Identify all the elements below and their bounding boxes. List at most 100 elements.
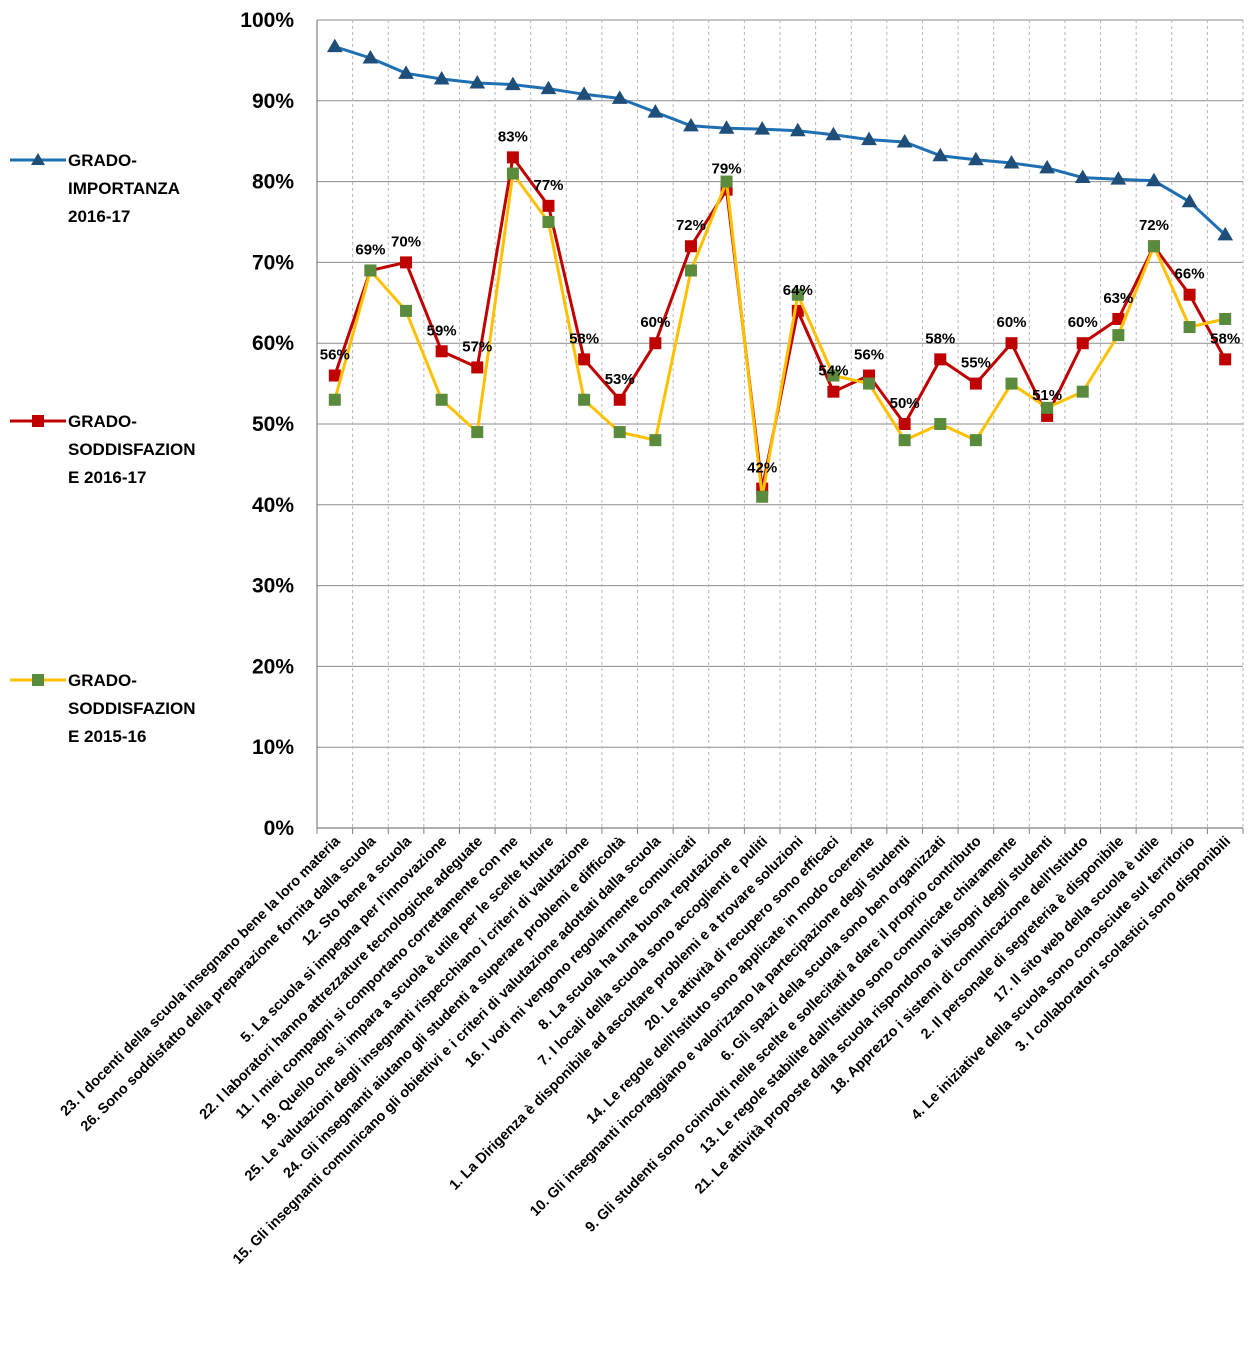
data-point	[328, 393, 341, 406]
data-point	[471, 426, 484, 439]
y-tick-label: 50%	[252, 413, 294, 436]
data-point	[326, 38, 343, 53]
data-point	[398, 65, 414, 79]
data-point	[1041, 401, 1054, 414]
data-label: 60%	[1068, 314, 1098, 331]
data-point	[718, 120, 735, 134]
data-point	[969, 377, 982, 390]
data-point	[934, 418, 947, 430]
data-point	[1147, 240, 1160, 253]
data-point	[576, 86, 592, 100]
legend-label: SODDISFAZION	[68, 440, 196, 459]
data-point	[1039, 159, 1055, 174]
data-label: 83%	[498, 128, 528, 145]
data-label: 70%	[391, 233, 421, 250]
data-point	[611, 90, 628, 104]
legend-label: GRADO-	[68, 671, 137, 690]
data-point	[506, 167, 519, 180]
data-point	[400, 256, 413, 269]
legend-label: 2016-17	[68, 207, 130, 226]
data-point	[896, 134, 913, 148]
data-label: 72%	[676, 217, 706, 234]
data-point	[469, 75, 486, 89]
data-point	[578, 393, 591, 406]
data-point	[968, 151, 984, 166]
y-tick-label: 100%	[240, 9, 294, 32]
data-point	[649, 337, 662, 350]
data-point	[1181, 193, 1198, 208]
data-label: 64%	[783, 282, 813, 299]
data-point	[1110, 171, 1127, 185]
data-point	[863, 377, 876, 390]
data-point	[827, 369, 840, 382]
data-label: 58%	[925, 330, 955, 347]
data-point	[1076, 337, 1089, 350]
data-point	[683, 117, 699, 132]
data-label: 56%	[320, 347, 350, 364]
data-point	[1005, 337, 1018, 350]
data-point	[613, 393, 626, 406]
data-point	[364, 264, 377, 277]
data-point	[540, 80, 557, 95]
data-label: 58%	[1210, 330, 1240, 347]
data-label: 77%	[533, 177, 563, 194]
series-group	[326, 38, 1234, 503]
legend-label: E 2015-16	[68, 727, 146, 746]
data-point	[435, 393, 448, 406]
data-label: 79%	[712, 161, 742, 178]
data-point	[613, 426, 626, 439]
data-point	[827, 385, 840, 398]
y-tick-labels: 0% 10% 20% 30% 40% 50% 60% 70% 80% 90% 100%	[240, 9, 294, 840]
data-label: 42%	[747, 460, 777, 477]
series-1	[326, 38, 1234, 241]
series-line	[334, 45, 1227, 236]
data-point	[362, 49, 379, 64]
data-point	[1146, 172, 1162, 187]
legend: GRADO- IMPORTANZA 2016-17 GRADO- SODDISFAZIO…	[10, 151, 196, 746]
legend-marker	[31, 153, 45, 165]
legend-label: E 2016-17	[68, 468, 146, 487]
y-tick-label: 10%	[252, 736, 294, 759]
data-point	[684, 240, 697, 253]
data-point	[754, 121, 771, 135]
legend-label: IMPORTANZA	[68, 179, 180, 198]
data-label: 60%	[640, 314, 670, 331]
data-labels: 56% 69% 70% 59% 57% 83% 77% 58% 53% 60% 72% 79% 42% 6…	[320, 128, 1240, 476]
data-label: 57%	[462, 338, 492, 355]
y-tick-label: 80%	[252, 171, 294, 194]
data-label: 72%	[1139, 217, 1169, 234]
data-point	[578, 353, 591, 366]
data-label: 66%	[1175, 266, 1205, 283]
data-point	[1219, 353, 1232, 366]
data-point	[471, 361, 484, 374]
y-tick-label: 40%	[252, 494, 294, 517]
legend-label: GRADO-	[68, 151, 137, 170]
y-tick-label: 70%	[252, 251, 294, 274]
data-label: 55%	[961, 355, 991, 372]
data-point	[1003, 155, 1020, 169]
data-point	[400, 304, 413, 317]
data-point	[542, 199, 555, 212]
data-point	[1217, 226, 1234, 241]
y-tick-label: 60%	[252, 332, 294, 355]
data-point	[1074, 169, 1091, 184]
data-point	[1219, 312, 1232, 325]
data-point	[1005, 377, 1018, 390]
legend-label: GRADO-	[68, 412, 137, 431]
y-tick-label: 20%	[252, 655, 294, 678]
data-point	[433, 70, 450, 85]
legend-label: SODDISFAZION	[68, 699, 196, 718]
data-label: 59%	[427, 322, 457, 339]
data-label: 50%	[890, 395, 920, 412]
data-point	[328, 369, 341, 382]
data-point	[1183, 288, 1196, 301]
y-tick-label: 90%	[252, 90, 294, 113]
data-point	[898, 434, 911, 447]
y-tick-label: 30%	[252, 575, 294, 598]
data-point	[934, 353, 947, 366]
data-label: 60%	[996, 314, 1026, 331]
data-point	[647, 104, 664, 118]
data-point	[506, 151, 519, 164]
data-label: 58%	[569, 330, 599, 347]
